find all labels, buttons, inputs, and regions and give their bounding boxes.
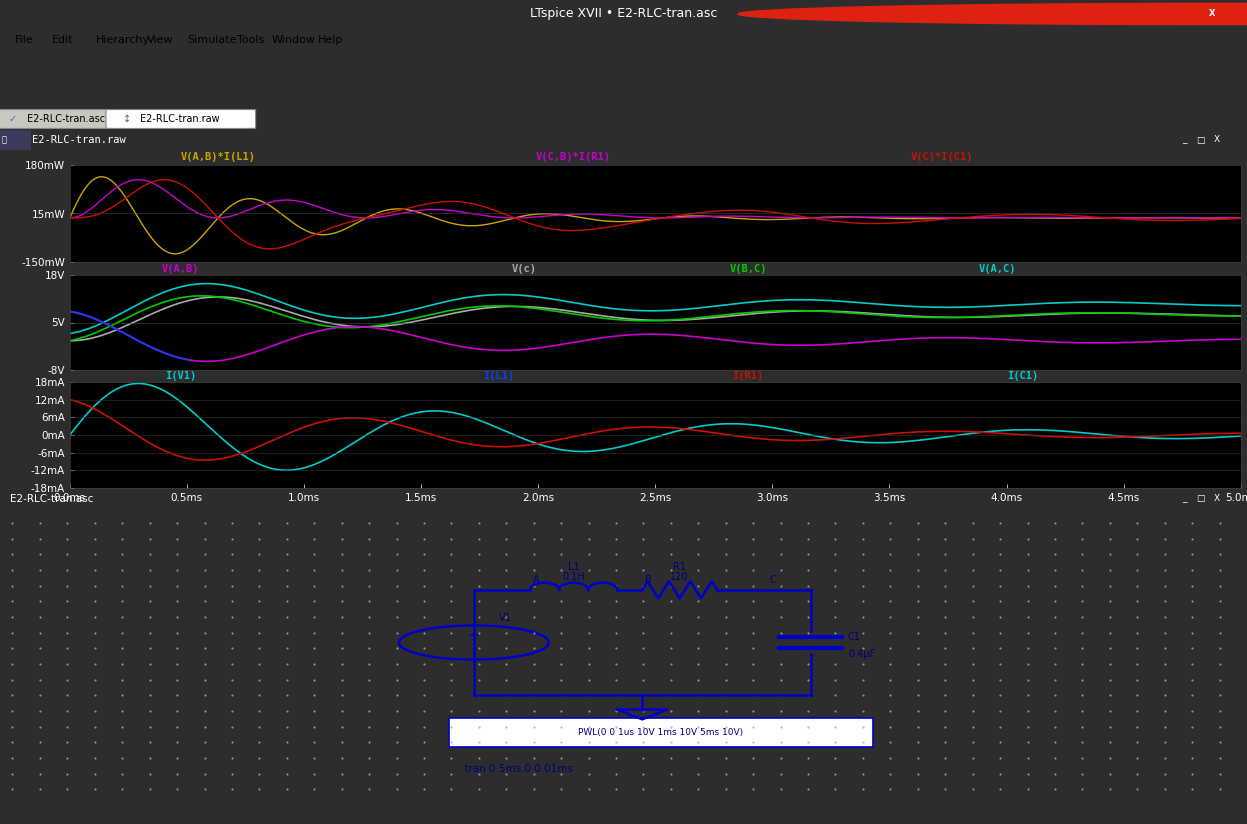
Text: V(c): V(c) — [511, 264, 536, 274]
Text: LTspice XVII • E2-RLC-tran.asc: LTspice XVII • E2-RLC-tran.asc — [530, 7, 717, 21]
Text: L1: L1 — [567, 562, 580, 572]
Text: Window: Window — [272, 35, 315, 45]
Text: A: A — [532, 574, 540, 585]
Text: I(L1): I(L1) — [483, 371, 515, 381]
Text: Tools: Tools — [237, 35, 264, 45]
Text: E2-RLC-tran.raw: E2-RLC-tran.raw — [140, 114, 219, 124]
Text: File: File — [15, 35, 34, 45]
Text: .tran 0 5ms.0 0.01ms: .tran 0 5ms.0 0.01ms — [461, 764, 574, 775]
Text: V(C)*I(C1): V(C)*I(C1) — [910, 152, 973, 162]
Text: ✓: ✓ — [9, 114, 17, 124]
Text: E2-RLC-tran.asc: E2-RLC-tran.asc — [27, 114, 106, 124]
FancyBboxPatch shape — [0, 110, 127, 129]
Text: C1: C1 — [848, 632, 860, 642]
Text: PWL(0 0 1us 10V 1ms 10V 5ms 10V): PWL(0 0 1us 10V 1ms 10V 5ms 10V) — [579, 728, 743, 737]
Text: □: □ — [1197, 135, 1205, 144]
Text: V(A,C): V(A,C) — [979, 264, 1016, 274]
Text: 0.1H: 0.1H — [562, 572, 585, 582]
Bar — [0, 130, 31, 150]
Bar — [449, 718, 873, 747]
Text: Simulate: Simulate — [187, 35, 237, 45]
Circle shape — [738, 3, 1247, 25]
Text: V(B,C): V(B,C) — [729, 264, 767, 274]
Text: +: + — [469, 629, 479, 642]
Text: E2-RLC-tran.raw: E2-RLC-tran.raw — [32, 135, 126, 145]
Text: R1: R1 — [673, 562, 686, 572]
Text: Edit: Edit — [52, 35, 74, 45]
Text: 📈: 📈 — [1, 135, 6, 144]
Text: Hierarchy: Hierarchy — [96, 35, 150, 45]
Text: E2-RLC-tran.asc: E2-RLC-tran.asc — [10, 494, 94, 504]
Text: ❑: ❑ — [1182, 9, 1192, 19]
Text: ↕: ↕ — [123, 114, 132, 124]
Text: I(R1): I(R1) — [732, 371, 764, 381]
Text: V(A,B)*I(L1): V(A,B)*I(L1) — [181, 152, 256, 162]
Text: _: _ — [1182, 135, 1187, 144]
Text: X: X — [1215, 494, 1220, 503]
Text: I(V1): I(V1) — [165, 371, 197, 381]
Text: □: □ — [1197, 494, 1205, 503]
Text: I(C1): I(C1) — [1006, 371, 1039, 381]
FancyBboxPatch shape — [106, 110, 256, 129]
Text: V1: V1 — [499, 612, 511, 623]
Text: X: X — [1208, 10, 1216, 18]
Text: V(C,B)*I(R1): V(C,B)*I(R1) — [536, 152, 611, 162]
Text: 0.4μF: 0.4μF — [848, 649, 875, 659]
Text: B: B — [645, 574, 652, 585]
Text: 120: 120 — [671, 572, 688, 582]
Text: —: — — [1160, 9, 1170, 19]
Text: Help: Help — [318, 35, 343, 45]
Text: C: C — [769, 574, 777, 585]
Text: X: X — [1215, 135, 1220, 144]
Text: -: - — [471, 644, 476, 656]
Text: View: View — [147, 35, 173, 45]
Text: _: _ — [1182, 494, 1187, 503]
Text: V(A,B): V(A,B) — [162, 264, 200, 274]
